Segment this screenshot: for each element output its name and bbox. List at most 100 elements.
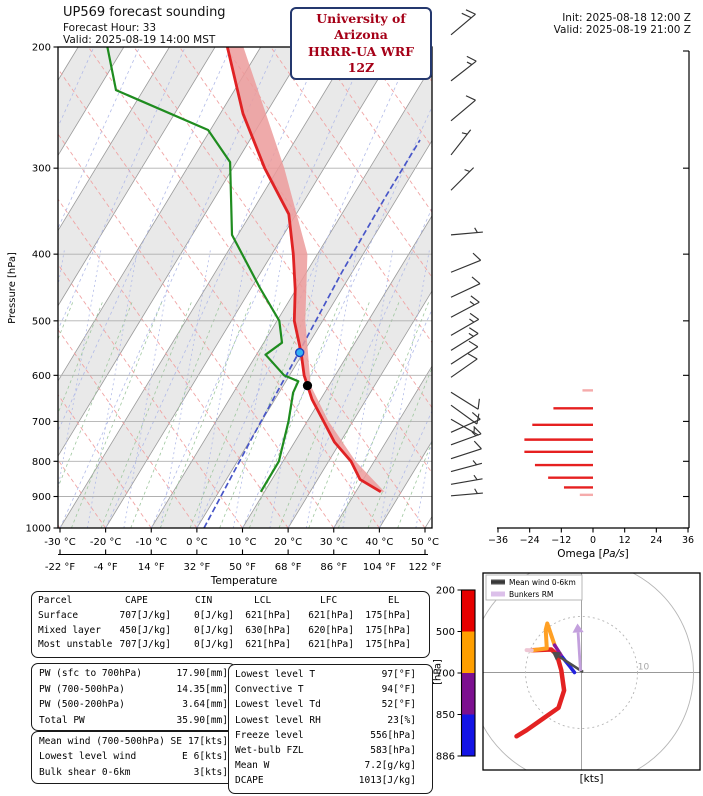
omega-tick-label: 12	[619, 535, 631, 546]
hodograph-colorbar: 200 500 700 850 886 [hPa]	[433, 586, 476, 763]
hodograph-legend: Mean wind 0-6km Bunkers RM	[485, 574, 583, 601]
valid-utc-label: Valid: 2025-08-19 21:00 Z	[553, 24, 691, 37]
pressure-tick-label: 200	[32, 43, 51, 54]
ring-20kt	[483, 573, 694, 770]
temp-c-tick-label: -10 °C	[136, 537, 168, 548]
institution-badge: University of Arizona HRRR-UA WRF 12Z	[290, 7, 432, 80]
legend-mean-wind-label: Mean wind 0-6km	[509, 578, 576, 587]
moist-adiabat-highlight	[203, 139, 421, 528]
init-utc-label: Init: 2025-08-18 12:00 Z	[562, 12, 691, 24]
temp-c-tick-label: 10 °C	[229, 537, 257, 548]
table-row: Parcel CAPE CIN LCL LFC EL	[38, 595, 400, 606]
table-row: DCAPE 1013[J/kg]	[235, 775, 416, 787]
omega-tick-label: −12	[551, 535, 571, 546]
hodograph-arrow	[558, 655, 584, 674]
omega-tick-label: 36	[682, 535, 694, 546]
table-row: PW (sfc to 700hPa) 17.90[mm]	[39, 668, 228, 679]
table-row: Lowest level Td 52[°F]	[235, 699, 416, 711]
hodograph-x-label: [kts]	[580, 773, 604, 785]
ring-label: 10	[638, 663, 650, 673]
temp-c-tick-label: -20 °C	[90, 537, 122, 548]
hodograph-trace	[552, 643, 565, 660]
valid-local-label: Valid: 2025-08-19 14:00 MST	[63, 34, 216, 46]
omega-axis-label: Omega [Pa/s]	[557, 548, 628, 560]
table-row: Mean wind (700-500hPa) SE 17[kts]	[39, 736, 228, 747]
freeze-level-marker	[295, 347, 305, 358]
table-row: PW (700-500hPa) 14.35[mm]	[39, 683, 228, 695]
table-row: Total PW 35.90[mm]	[39, 714, 228, 726]
pressure-tick-label: 400	[32, 250, 51, 261]
lcl-marker	[302, 381, 313, 391]
mixing-ratio-lines	[58, 249, 432, 528]
table-row: Lowest level T 97[°F]	[235, 669, 416, 680]
pressure-axis-label: Pressure [hPa]	[7, 252, 18, 324]
table-row: Wet-bulb FZL 583[hPa]	[235, 745, 416, 757]
omega-panel: −36 −24 −12 0 12 24 36 Omega [Pa/s]	[488, 50, 694, 560]
pressure-tick-label: 800	[32, 457, 51, 468]
forecast-hour-label: Forecast Hour: 33	[63, 22, 157, 34]
pressure-tick-label: 600	[32, 371, 51, 382]
temp-c-tick-label: 50 °C	[411, 537, 439, 548]
pressure-tick-label: 900	[32, 492, 51, 503]
moist-adiabats	[58, 47, 432, 528]
thermo-summary-table: Lowest level T 97[°F] Convective T 94[°F] Lo…	[228, 664, 433, 794]
hodograph-trace	[529, 621, 557, 653]
temp-c-tick-label: -30 °C	[44, 537, 76, 548]
hodograph-arrow	[576, 632, 582, 672]
table-row: Lowest level wind E 6[kts]	[39, 751, 228, 763]
table-row: Mixed layer 450[J/kg] 0[J/kg] 630[hPa] 620[h…	[38, 624, 411, 636]
colorbar-tick-label: 200	[436, 586, 455, 597]
isotherm-bands	[58, 47, 432, 528]
wind-barb-column	[450, 9, 483, 497]
pressure-gridlines	[58, 167, 432, 497]
temp-f-tick-label: 50 °F	[229, 562, 256, 573]
table-row: Bulk shear 0-6km 3[kts]	[39, 766, 228, 778]
temp-f-tick-label: -22 °F	[45, 562, 76, 573]
cape-shading	[227, 47, 385, 492]
wind-summary-table: Mean wind (700-500hPa) SE 17[kts] Lowest le…	[31, 731, 236, 784]
skewt-border	[57, 46, 433, 529]
legend-bunkers-label: Bunkers RM	[509, 590, 553, 599]
temp-c-tick-label: 20 °C	[274, 537, 302, 548]
table-row: PW (500-200hPa) 3.64[mm]	[39, 699, 228, 710]
parcel-table: Parcel CAPE CIN LCL LFC EL Surface 707[J/kg] 0[J…	[31, 591, 430, 658]
hodograph-trace	[514, 647, 567, 739]
pressure-tick-label: 700	[32, 417, 51, 428]
temp-c-tick-label: 30 °C	[320, 537, 348, 548]
ring-10kt	[525, 616, 638, 729]
table-row: Lowest level RH 23[%]	[235, 714, 416, 726]
temp-f-tick-label: 14 °F	[138, 562, 165, 573]
table-row: Convective T 94[°F]	[235, 684, 416, 696]
colorbar-tick-label: 700	[436, 669, 455, 680]
skewt-plot-area	[58, 47, 432, 528]
colorbar-tick-label: 850	[436, 710, 455, 721]
temp-f-tick-label: 104 °F	[363, 562, 396, 573]
hodograph-arrow-head	[552, 652, 562, 661]
temperature-axis-label: Temperature	[210, 575, 278, 587]
table-row: Mean W 7.2[g/kg]	[235, 760, 416, 772]
omega-tick-label: −36	[488, 535, 508, 546]
temp-c-tick-label: 40 °C	[365, 537, 393, 548]
hodograph-arrow-head	[572, 623, 584, 633]
omega-tick-label: −24	[520, 535, 540, 546]
table-row: Surface 707[J/kg] 0[J/kg] 621[hPa] 621[hPa] 1…	[38, 609, 411, 621]
badge-line2: HRRR-UA WRF 12Z	[307, 43, 415, 75]
badge-line1: University of Arizona	[316, 11, 406, 43]
temp-f-tick-label: 122 °F	[408, 562, 441, 573]
hodograph-panel: 10	[483, 573, 700, 770]
temp-f-tick-label: 86 °F	[320, 562, 347, 573]
colorbar-axis-label: [hPa]	[433, 659, 444, 685]
pressure-tick-label: 500	[32, 316, 51, 327]
skewt-axes: 200 300 400 500 600 700 800 900 1000 -30 °C -20 °C…	[7, 43, 442, 588]
dewpoint-curve	[106, 47, 300, 493]
temp-f-tick-label: -4 °F	[94, 562, 118, 573]
temp-c-tick-label: 0 °C	[186, 537, 208, 548]
precipitable-water-table: PW (sfc to 700hPa) 17.90[mm] PW (700-500hP…	[31, 663, 236, 731]
table-row: Most unstable 707[J/kg] 0[J/kg] 621[hPa] 621…	[38, 639, 411, 651]
init-valid-block: Init: 2025-08-18 12:00 Z Valid: 2025-08-…	[554, 12, 691, 37]
omega-tick-label: 0	[590, 535, 596, 546]
colorbar-tick-label: 886	[436, 752, 455, 763]
temp-f-tick-label: 68 °F	[275, 562, 302, 573]
